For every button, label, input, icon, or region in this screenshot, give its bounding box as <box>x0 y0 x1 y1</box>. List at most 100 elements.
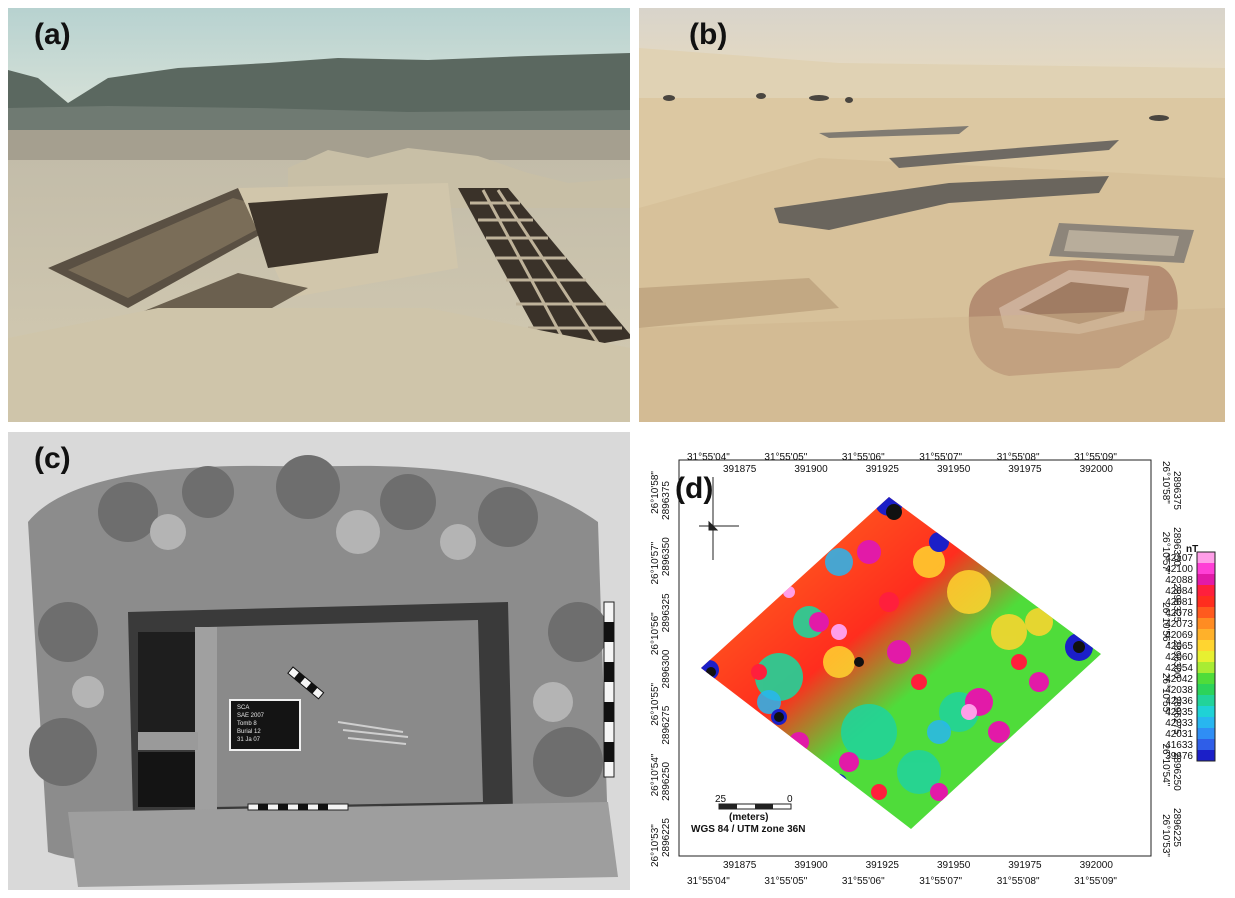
colorbar-legend: 4210742100420884208442081420784207342069… <box>1165 551 1216 762</box>
slate-line: 31 Ja 07 <box>237 737 261 743</box>
photo-panel-a: (a) <box>8 8 630 422</box>
utm-label: 392000 <box>1079 464 1113 475</box>
geo-label: 26°10'57" <box>1160 531 1171 575</box>
geo-label: 31°55'04" <box>687 452 730 463</box>
geo-label: 31°55'06" <box>841 876 885 887</box>
colorbar-value-label: 42036 <box>1165 696 1193 707</box>
colorbar-swatch <box>1197 684 1215 695</box>
utm-label: 2896300 <box>1171 639 1182 679</box>
left-axis-labels: 26°10'53" 26°10'54" 26°10'55" 26°10'56" … <box>650 471 680 867</box>
geo-label: 26°10'53" <box>650 824 661 867</box>
utm-label: 2896325 <box>1171 583 1182 623</box>
utm-label: 391925 <box>865 464 899 475</box>
colorbar-value-label: 42084 <box>1165 586 1193 597</box>
excavation-site-photo <box>639 8 1225 422</box>
utm-label: 2896250 <box>661 761 672 801</box>
colorbar-swatch <box>1197 651 1215 662</box>
photo-panel-c: SCA SAE 2007 Tomb 8 Burial 12 31 Ja 07 (… <box>8 432 630 890</box>
utm-label: 2896225 <box>1171 808 1182 847</box>
colorbar-value-label: 42065 <box>1165 641 1193 652</box>
utm-label: 391875 <box>723 860 757 871</box>
geo-label: 31°55'09" <box>1074 452 1117 463</box>
utm-label: 2896300 <box>661 649 672 689</box>
utm-label: 2896350 <box>661 537 672 577</box>
burial-chamber-photo <box>8 432 630 890</box>
panel-label-d: (d) <box>675 472 714 505</box>
colorbar-value-label: 42038 <box>1165 685 1193 696</box>
north-arrow-icon <box>699 477 739 560</box>
magnetometry-map-panel: 42107 42100 42088 42084 42081 42078 42073 42069… <box>639 432 1235 898</box>
bottom-utm-labels: 391875 391900 391925 391950 391975 39200… <box>723 860 1113 871</box>
panel-label-c: (c) <box>34 442 71 475</box>
colorbar-value-label: 42035 <box>1165 707 1193 718</box>
panel-label-b: (b) <box>689 18 728 51</box>
colorbar-swatch <box>1197 750 1215 761</box>
geo-label: 31°55'08" <box>996 452 1040 463</box>
colorbar-unit: nT <box>1186 544 1199 555</box>
excavation-slate: SCA SAE 2007 Tomb 8 Burial 12 31 Ja 07 <box>237 704 297 744</box>
scale-left-label: 25 <box>715 794 727 805</box>
colorbar-value-label: 42033 <box>1165 718 1193 729</box>
utm-label: 391975 <box>1008 860 1042 871</box>
colorbar-value-label: 42031 <box>1165 729 1193 740</box>
utm-label: 2896375 <box>661 481 672 520</box>
utm-label: 391950 <box>936 860 971 871</box>
colorbar-value-label: 42069 <box>1165 630 1193 641</box>
colorbar-swatch <box>1197 563 1215 574</box>
colorbar-swatch <box>1197 596 1215 607</box>
colorbar-swatch <box>1197 728 1215 739</box>
colorbar-value-label: 42042 <box>1165 674 1193 685</box>
colorbar-value-label: 42088 <box>1165 575 1193 586</box>
colorbar-swatch <box>1197 673 1215 684</box>
colorbar-swatch <box>1197 607 1215 618</box>
colorbar-swatch <box>1197 739 1215 750</box>
colorbar-value-label: 42100 <box>1165 564 1193 575</box>
geo-label: 31°55'05" <box>764 876 808 887</box>
scale-right-label: 0 <box>787 794 793 805</box>
colorbar-swatch <box>1197 552 1215 563</box>
panel-label-a: (a) <box>34 18 71 51</box>
colorbar-value-label: 42060 <box>1165 652 1193 663</box>
geo-label: 31°55'05" <box>764 452 808 463</box>
colorbar-swatch <box>1197 695 1215 706</box>
utm-label: 391925 <box>865 860 899 871</box>
geo-label: 26°10'55" <box>1160 672 1171 716</box>
geo-label: 31°55'06" <box>841 452 885 463</box>
utm-label: 391975 <box>1008 464 1042 475</box>
geo-label: 26°10'55" <box>650 682 661 726</box>
utm-label: 2896325 <box>661 593 672 633</box>
right-axis-labels: 2896375 2896350 2896325 2896300 2896275 … <box>1152 461 1182 857</box>
colorbar-value-label: 42078 <box>1165 608 1193 619</box>
geo-label: 26°10'56" <box>650 612 661 656</box>
top-utm-labels: 391875 391900 391925 391950 391975 39200… <box>723 464 1113 475</box>
geo-label: 26°10'57" <box>650 541 661 585</box>
colorbar-value-label: 41633 <box>1165 740 1193 751</box>
colorbar-value-label: 42073 <box>1165 619 1193 630</box>
utm-label: 391950 <box>936 464 971 475</box>
colorbar-value-label: 42107 <box>1165 553 1193 564</box>
geo-label: 26°10'58" <box>650 471 661 514</box>
geo-label: 31°55'07" <box>919 452 963 463</box>
magnetic-survey-map: 4210742100420884208442081420784207342069… <box>678 459 1216 857</box>
utm-label: 2896275 <box>1171 695 1182 735</box>
photo-panel-b: (b) <box>639 8 1225 422</box>
geo-label: 31°55'08" <box>996 876 1040 887</box>
geo-label: 31°55'07" <box>919 876 963 887</box>
top-geo-labels: 31°55'04" 31°55'05" 31°55'06" 31°55'07" … <box>687 452 1117 463</box>
utm-label: 2896250 <box>1171 751 1182 791</box>
colorbar-swatch <box>1197 629 1215 640</box>
geo-label: 26°10'54" <box>650 753 661 797</box>
slate-line: SCA <box>237 705 250 711</box>
slate-line: SAE 2007 <box>237 713 265 719</box>
geo-label: 26°10'54" <box>1160 743 1171 787</box>
scale-unit-label: (meters) <box>729 812 769 823</box>
scale-bar <box>718 803 792 810</box>
colorbar-value-label: 42054 <box>1165 663 1193 674</box>
colorbar-frame <box>1196 551 1216 762</box>
colorbar-swatch <box>1197 640 1215 651</box>
colorbar-swatch <box>1197 618 1215 629</box>
colorbar-swatch <box>1197 585 1215 596</box>
colorbar-swatch <box>1197 717 1215 728</box>
utm-label: 392000 <box>1079 860 1113 871</box>
geo-label: 26°10'53" <box>1160 814 1171 857</box>
